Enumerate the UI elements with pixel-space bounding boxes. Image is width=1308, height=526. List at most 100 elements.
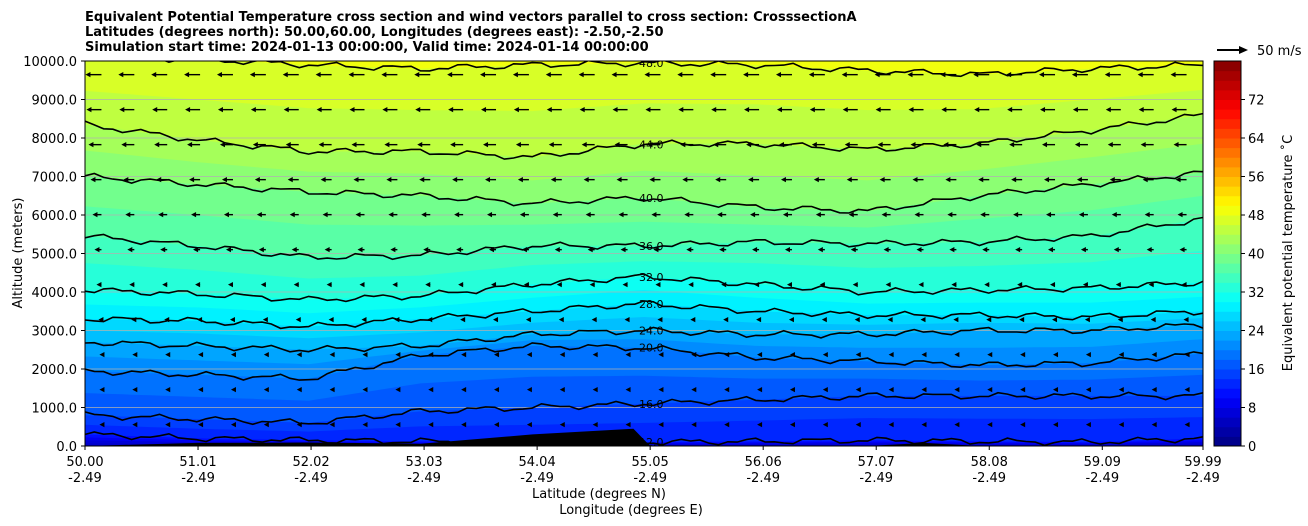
wind-vector xyxy=(132,387,138,393)
y-axis: 0.0 1000.0 2000.0 3000.0 4000.0 5000.0 6000.0 7… xyxy=(23,55,85,455)
wind-vector xyxy=(315,72,332,78)
x-axis-label-longitude: Longitude (degrees E) xyxy=(559,503,703,518)
wind-vector xyxy=(132,422,138,428)
wind-vector xyxy=(914,212,924,218)
wind-vector xyxy=(980,212,990,218)
wind-vector xyxy=(1015,247,1023,253)
wind-vector xyxy=(1151,352,1157,358)
wind-vector xyxy=(94,247,102,253)
wind-vector xyxy=(655,282,661,288)
wind-vector xyxy=(1184,352,1190,358)
wind-vector xyxy=(512,72,529,78)
wind-vector xyxy=(217,107,233,113)
wind-vector xyxy=(359,282,365,288)
wind-vector xyxy=(458,282,464,288)
y-tick-label: 4000.0 xyxy=(32,286,78,301)
wind-vector xyxy=(258,247,266,253)
y-axis-label: Altitude (meters) xyxy=(11,198,26,309)
wind-vector xyxy=(296,387,302,393)
wind-vector xyxy=(254,177,266,183)
colorbar-segment xyxy=(1214,109,1241,120)
wind-vector xyxy=(1076,177,1088,183)
wind-vector xyxy=(819,282,825,288)
wind-vector xyxy=(423,247,431,253)
wind-vector xyxy=(1020,422,1026,428)
y-tick-label: 3000.0 xyxy=(32,325,78,340)
wind-vector xyxy=(710,72,727,78)
contour-label-36: 36.0 xyxy=(639,240,664,253)
wind-vector xyxy=(1137,72,1154,78)
wind-vector xyxy=(691,422,697,428)
wind-vector xyxy=(118,72,135,78)
wind-vector xyxy=(494,422,500,428)
wind-vector xyxy=(1179,247,1187,253)
wind-vector xyxy=(1175,177,1187,183)
wind-vector xyxy=(1113,247,1121,253)
wind-vector xyxy=(1020,387,1026,393)
wind-vector xyxy=(285,142,299,148)
wind-vector xyxy=(1151,387,1157,393)
wind-vector xyxy=(1173,142,1187,148)
wind-vector xyxy=(546,107,562,113)
wind-vector xyxy=(295,317,301,323)
wind-vector xyxy=(1042,142,1056,148)
wind-vector xyxy=(822,352,828,358)
colorbar-segment xyxy=(1214,253,1241,264)
x-tick-label-lat: 55.05 xyxy=(632,455,669,470)
wind-vector xyxy=(855,422,861,428)
wind-vector xyxy=(448,107,464,113)
colorbar-segment xyxy=(1214,138,1241,149)
wind-vector xyxy=(349,107,365,113)
wind-vector xyxy=(724,422,730,428)
wind-vector xyxy=(515,142,529,148)
colorbar-label: Equivalent potential temperature ˚C xyxy=(1280,135,1296,371)
wind-vector xyxy=(651,212,661,218)
wind-vector xyxy=(559,422,565,428)
wind-vector xyxy=(1107,142,1121,148)
wind-vector xyxy=(986,317,992,323)
wind-vector xyxy=(1050,282,1056,288)
colorbar-segment xyxy=(1214,369,1241,380)
colorbar-segment xyxy=(1214,407,1241,418)
y-tick-label: 7000.0 xyxy=(32,171,78,186)
contour-32 xyxy=(85,273,1203,303)
wind-vector xyxy=(521,247,529,253)
colorbar-segment xyxy=(1214,205,1241,216)
wind-vector xyxy=(625,352,631,358)
wind-vector xyxy=(850,247,858,253)
wind-vector xyxy=(622,282,628,288)
wind-vector xyxy=(887,317,893,323)
wind-vector xyxy=(723,317,729,323)
x-tick-label-lat: 53.03 xyxy=(405,455,442,470)
wind-vector xyxy=(216,72,233,78)
contour-label-28: 28.0 xyxy=(639,298,664,311)
wind-vector xyxy=(293,282,299,288)
wind-vector xyxy=(229,317,235,323)
wind-vector xyxy=(658,352,664,358)
wind-vector xyxy=(811,142,825,148)
wind-vector xyxy=(589,282,595,288)
wind-vector xyxy=(99,422,105,428)
y-tick-label: 9000.0 xyxy=(32,94,78,109)
wind-vector xyxy=(526,387,532,393)
wind-vector xyxy=(815,212,825,218)
wind-vector xyxy=(316,107,332,113)
wind-vector xyxy=(881,212,891,218)
wind-vector xyxy=(921,387,927,393)
wind-vector xyxy=(223,212,233,218)
wind-vector xyxy=(428,422,434,428)
contour-24 xyxy=(85,323,1203,353)
wind-vector xyxy=(789,387,795,393)
fill-band-46 xyxy=(85,61,1203,112)
wind-vector xyxy=(657,317,663,323)
wind-vector xyxy=(252,142,266,148)
wind-vector xyxy=(461,352,467,358)
wind-vector xyxy=(711,107,727,113)
wind-vector xyxy=(450,142,464,148)
wind-vector xyxy=(513,107,529,113)
wind-vector xyxy=(185,107,201,113)
wind-vector xyxy=(198,387,204,393)
wind-vector xyxy=(591,317,597,323)
wind-vector xyxy=(1184,387,1190,393)
wind-vector xyxy=(717,212,727,218)
